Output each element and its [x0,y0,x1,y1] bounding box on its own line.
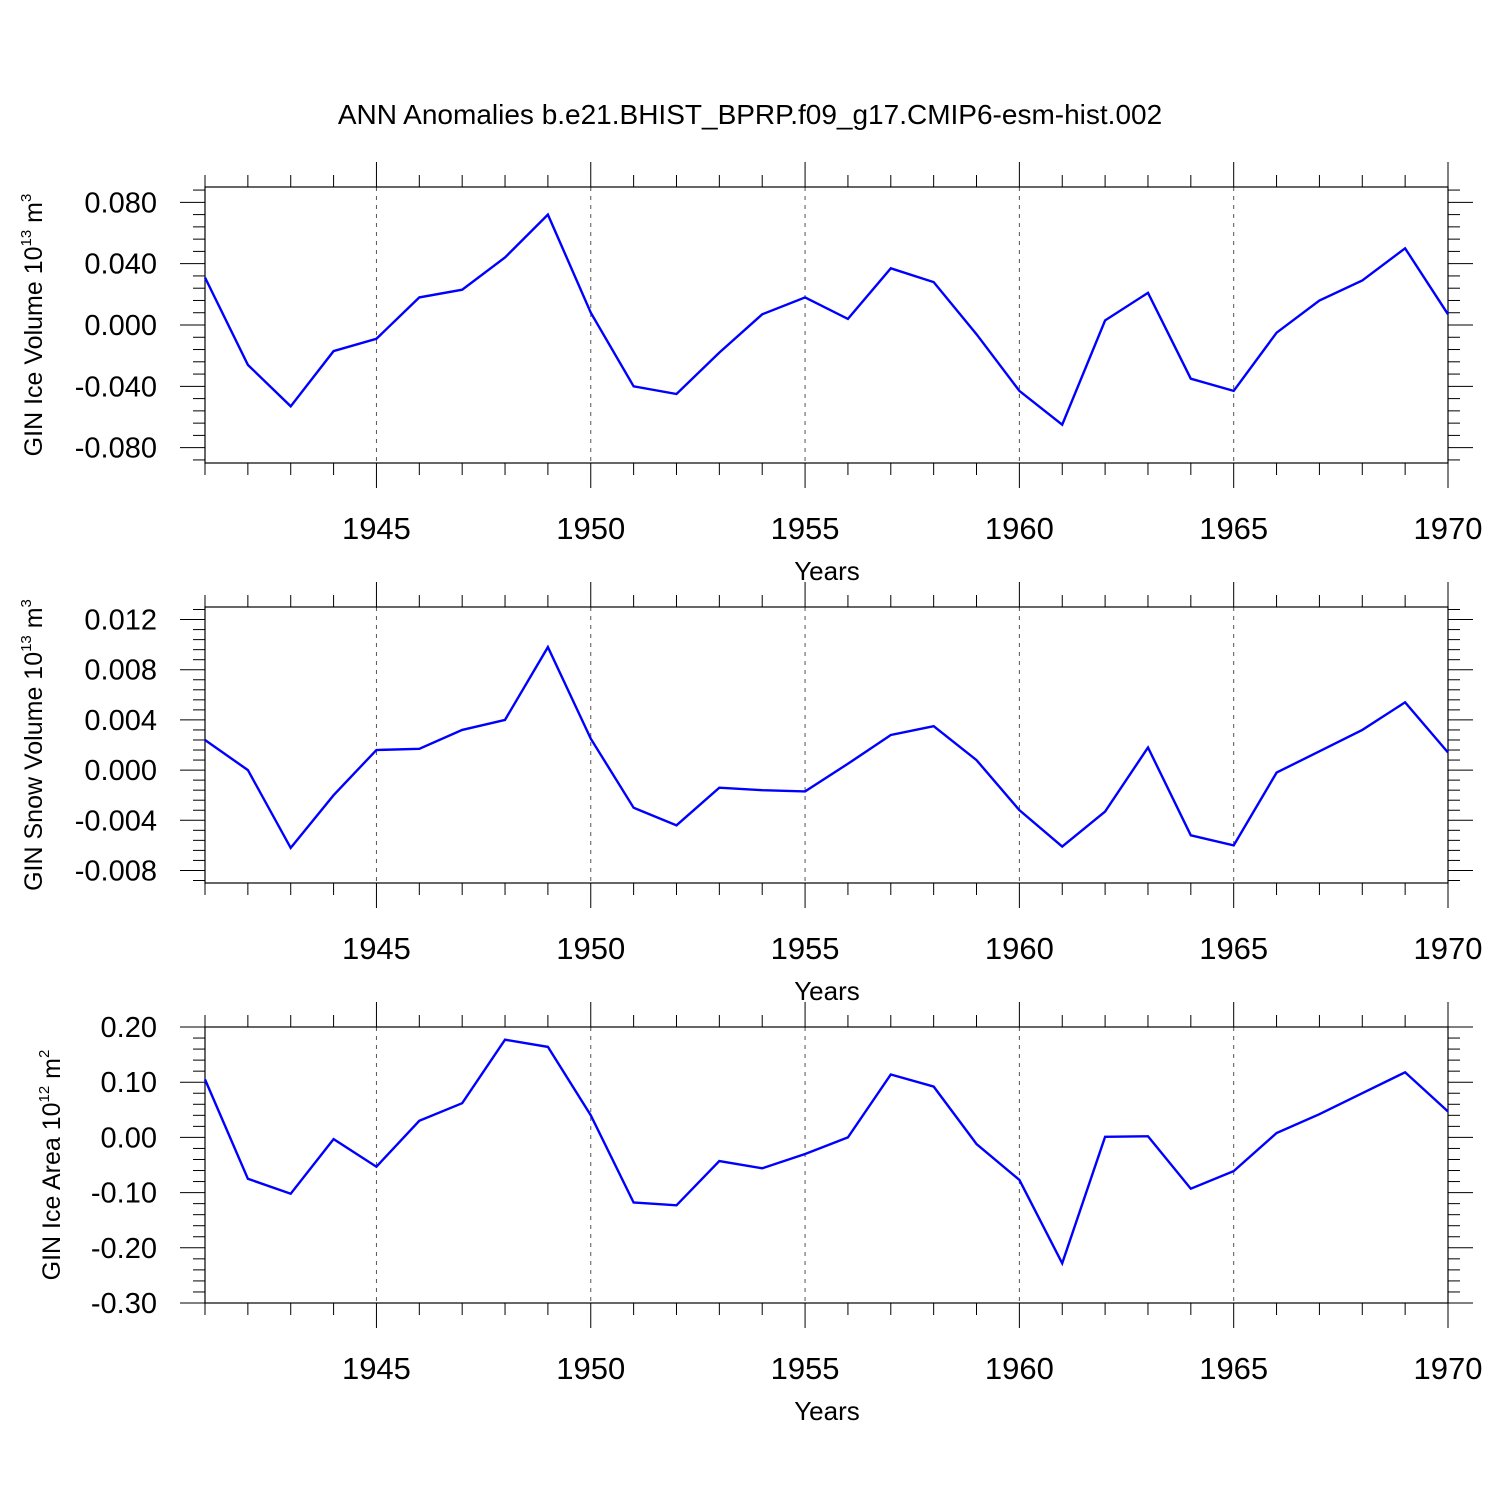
y-tick-label: -0.008 [75,855,157,887]
figure-title: ANN Anomalies b.e21.BHIST_BPRP.f09_g17.C… [338,99,1162,130]
plot-frame [204,606,1449,884]
y-tick-label: 0.000 [84,310,157,342]
series-line [204,644,1449,851]
y-tick-label: 0.080 [84,187,157,219]
y-minor-ticks [193,1037,1460,1293]
y-tick-label: 0.004 [84,705,157,737]
x-axis-label: Years [794,1396,860,1426]
x-tick-label: 1955 [771,1351,840,1386]
x-tick-label: 1970 [1414,1351,1483,1386]
x-tick-label: 1950 [556,1351,625,1386]
y-tick-label: 0.10 [101,1067,157,1099]
y-minor-ticks [193,609,1460,881]
panel-1: -0.080 -0.040 0.000 0.040 0.080 1945 1950 1955 1… [18,162,1482,586]
x-axis-label: Years [794,556,860,586]
y-tick-label: 0.00 [101,1122,157,1154]
y-tick-label: -0.10 [91,1178,157,1210]
y-tick-label: 0.000 [84,755,157,787]
x-tick-label: 1955 [771,931,840,966]
x-minor-ticks [204,1015,1406,1315]
x-tick-label: 1960 [985,1351,1054,1386]
y-tick-label: 0.040 [84,249,157,281]
x-tick-label: 1960 [985,511,1054,546]
x-tick-label: 1965 [1199,931,1268,966]
y-tick-label: 0.008 [84,655,157,687]
y-tick-label: -0.004 [75,805,157,837]
y-axis-label: GIN Ice Area 1012 m2 [36,1050,66,1281]
x-tick-label: 1965 [1199,1351,1268,1386]
y-tick-label: -0.080 [75,433,157,465]
x-tick-label: 1945 [342,931,411,966]
y-tick-label: 0.012 [84,605,157,637]
x-minor-ticks [204,595,1406,895]
panel-3: -0.30 -0.20 -0.10 0.00 0.10 0.20 1945 1950 1955 1… [36,1002,1482,1426]
y-tick-label: -0.20 [91,1233,157,1265]
x-tick-label: 1950 [556,511,625,546]
x-tick-label: 1970 [1414,931,1483,966]
x-axis-label: Years [794,976,860,1006]
plot-frame [204,1026,1449,1304]
x-tick-label: 1960 [985,931,1054,966]
y-tick-label: -0.30 [91,1288,157,1320]
panel-2: -0.008 -0.004 0.000 0.004 0.008 0.012 1945 1950… [18,582,1482,1006]
y-axis-label: GIN Ice Volume 1013 m3 [18,194,48,457]
y-tick-label: -0.040 [75,371,157,403]
y-axis-label: GIN Snow Volume 1013 m3 [18,599,48,891]
x-minor-ticks [204,175,1406,475]
x-tick-label: 1970 [1414,511,1483,546]
x-tick-label: 1965 [1199,511,1268,546]
series-line [203,1038,1449,1267]
x-tick-label: 1945 [342,511,411,546]
y-minor-ticks [193,189,1460,461]
plot-frame [204,186,1449,464]
x-tick-label: 1955 [771,511,840,546]
x-tick-label: 1950 [556,931,625,966]
x-tick-label: 1945 [342,1351,411,1386]
y-tick-label: 0.20 [101,1012,157,1044]
series-line [203,212,1450,427]
